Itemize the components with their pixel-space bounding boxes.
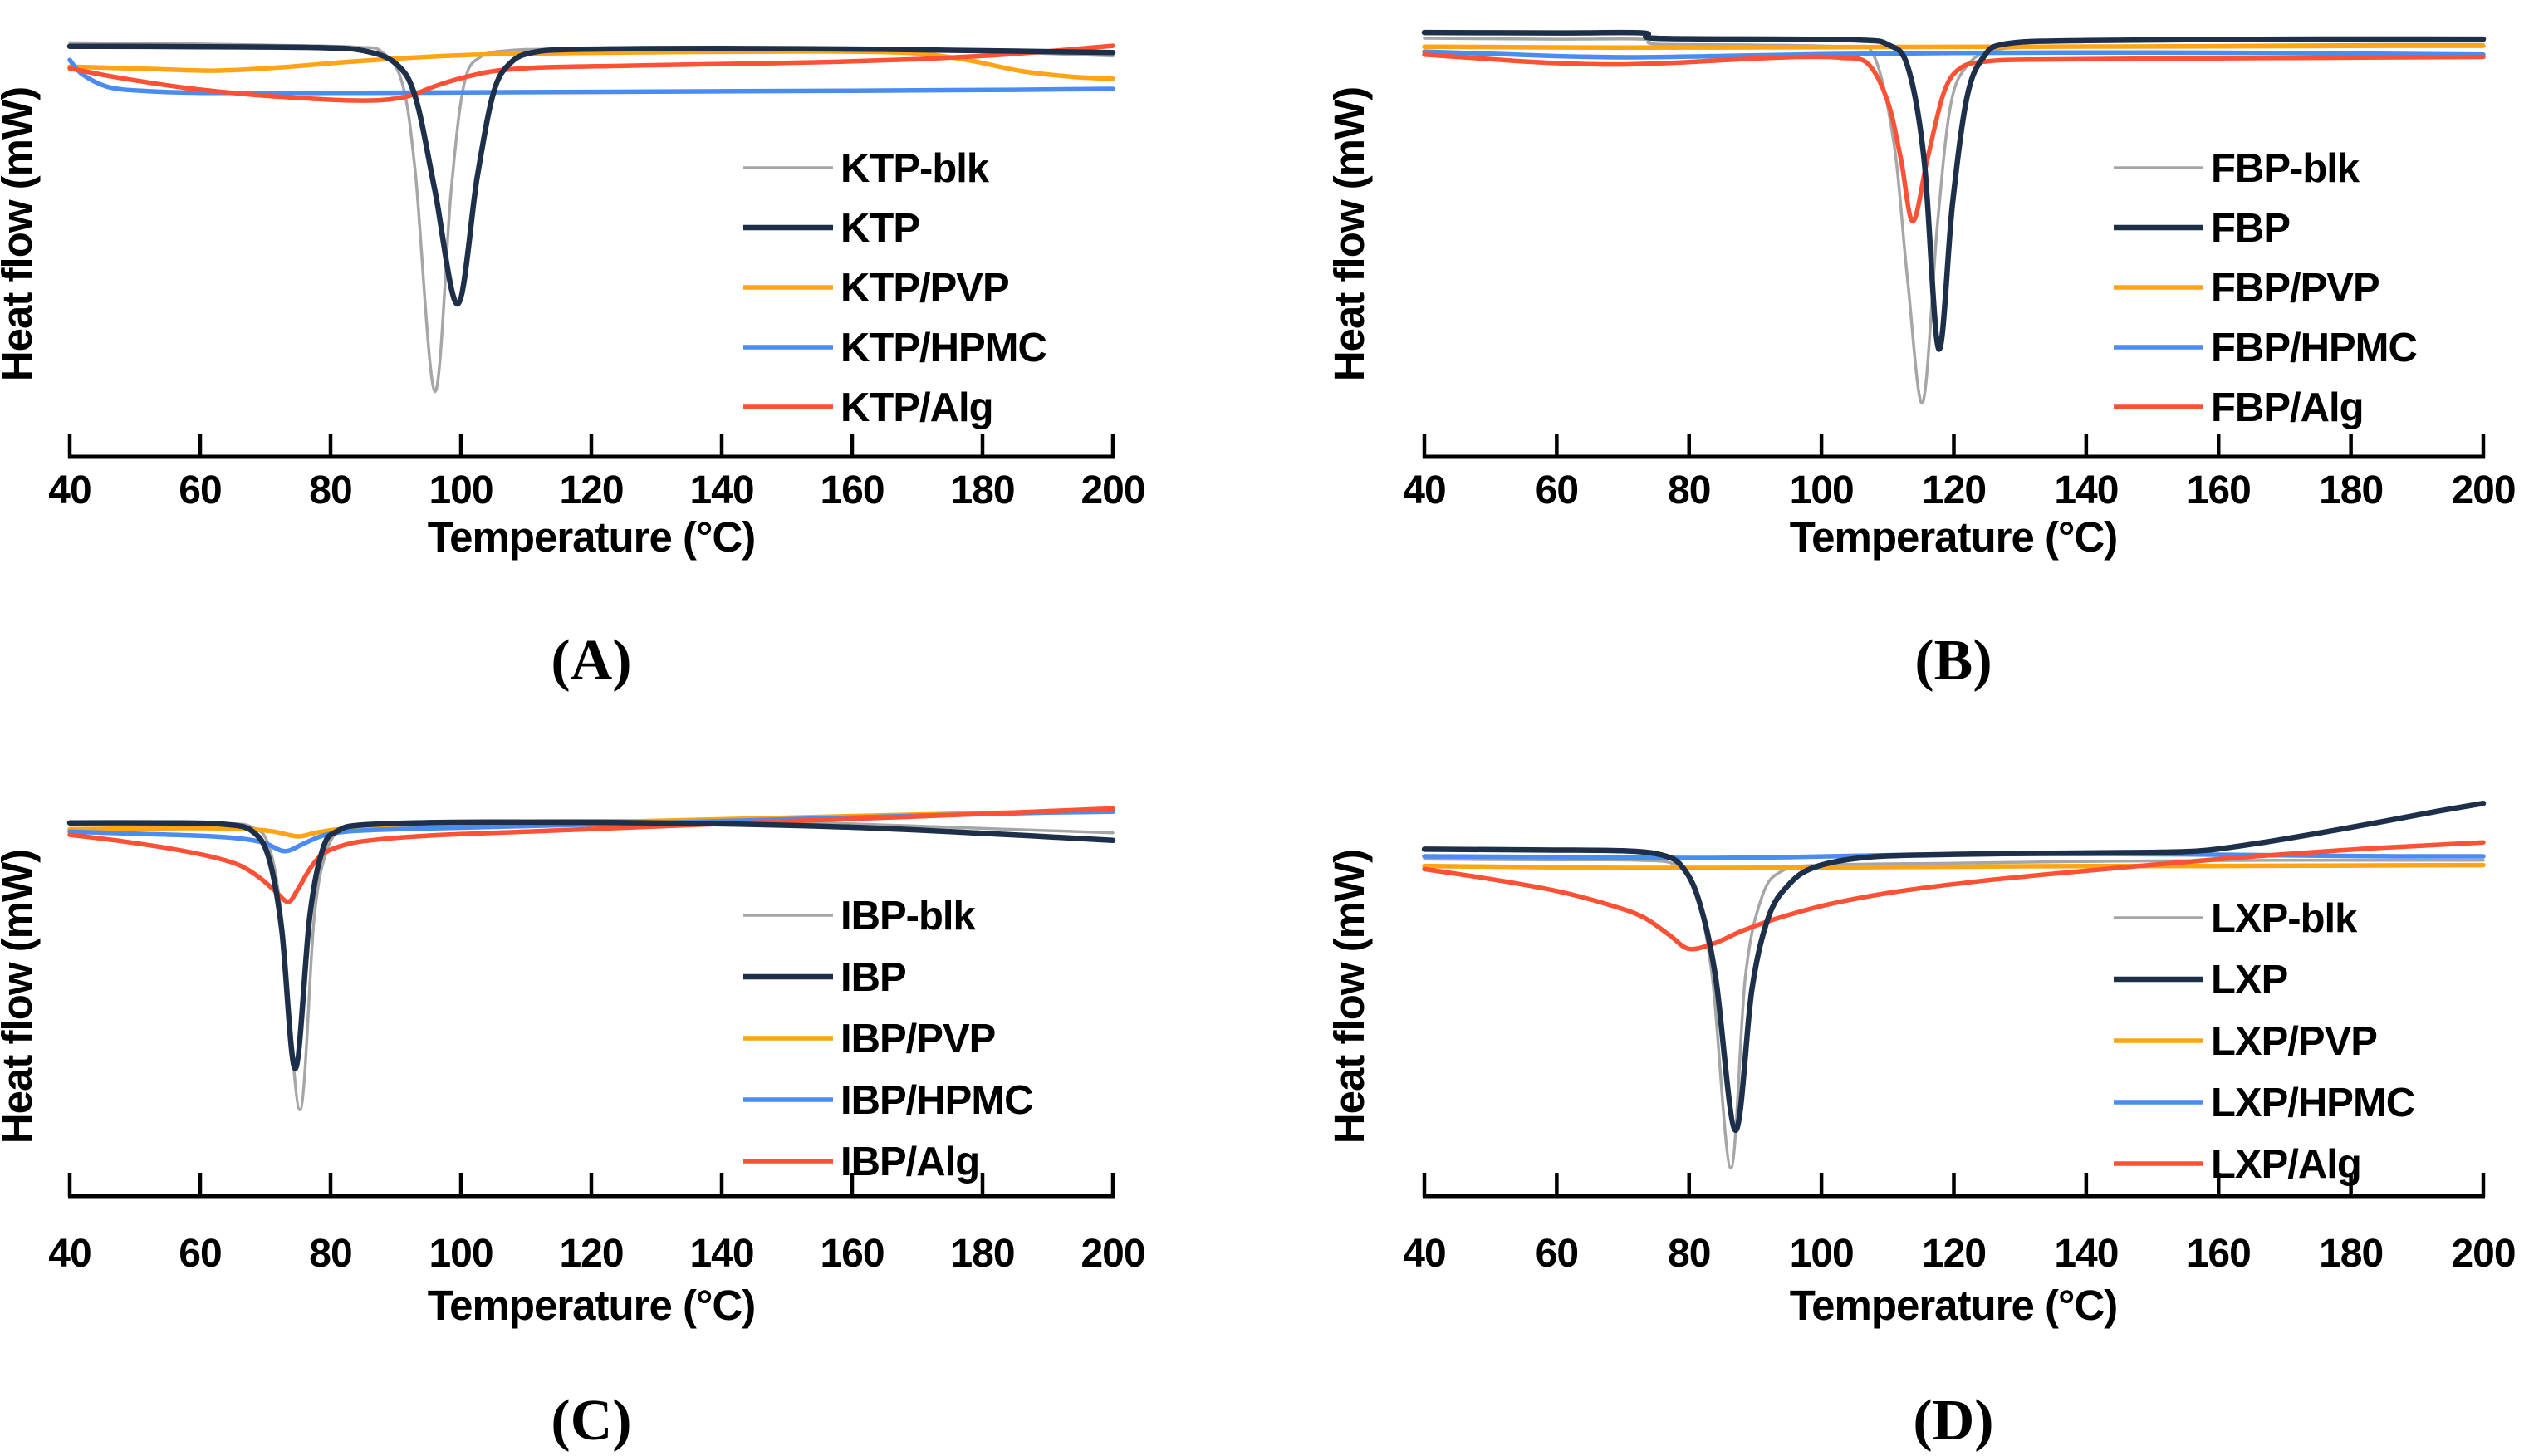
- curve-ktp-hpmc: [67, 57, 1115, 96]
- panel-caption: (C): [551, 1389, 631, 1453]
- x-tick-label-200: 200: [1081, 468, 1144, 512]
- legend-label-fbp-pvp: FBP/PVP: [2211, 266, 2379, 311]
- x-tick-label-200: 200: [2451, 1232, 2515, 1276]
- curve-fbp-pvp: [1422, 43, 2486, 51]
- x-tick-label-160: 160: [820, 468, 884, 512]
- curve-ibp-blk: [68, 819, 1115, 1112]
- y-axis-label: Heat flow (mW): [1326, 850, 1373, 1144]
- curve-ibp: [66, 819, 1116, 1071]
- x-tick-label-160: 160: [820, 1232, 884, 1276]
- curve-ktp-alg: [67, 43, 1115, 103]
- legend-label-ibp: IBP: [841, 955, 906, 1000]
- legend-label-fbp-alg: FBP/Alg: [2211, 385, 2364, 430]
- curve-lxp: [1421, 800, 2487, 1134]
- axis-group-a: 40 60 80 100 120 140 160 180 200: [48, 434, 1146, 512]
- x-axis-label: Temperature (°C): [1790, 1282, 2118, 1329]
- curve-ktp: [66, 43, 1116, 307]
- x-tick-label-140: 140: [2054, 468, 2118, 512]
- curves-group-c: [66, 806, 1116, 1112]
- y-axis-label: Heat flow (mW): [0, 87, 41, 381]
- x-tick-label-80: 80: [1668, 1232, 1710, 1276]
- legend-label-ibp-blk: IBP-blk: [841, 894, 977, 939]
- curve-lxp-pvp: [1422, 862, 2486, 870]
- legend-label-ktp-hpmc: KTP/HPMC: [841, 326, 1047, 370]
- x-tick-label-40: 40: [1403, 468, 1445, 512]
- x-axis-label: Temperature (°C): [428, 513, 756, 561]
- curve-fbp: [1421, 29, 2487, 352]
- x-tick-label-140: 140: [2054, 1232, 2118, 1276]
- x-tick-label-180: 180: [2319, 468, 2383, 512]
- x-tick-label-60: 60: [179, 1232, 221, 1276]
- x-tick-label-120: 120: [559, 468, 623, 512]
- curve-ktp-pvp: [67, 49, 1115, 81]
- dsc-panel-a: 40 60 80 100 120 140 160 180 200 KTP-blk KTP KTP/P…: [0, 41, 1146, 693]
- x-tick-label-160: 160: [2187, 1232, 2251, 1276]
- x-tick-label-60: 60: [1536, 1232, 1578, 1276]
- legend-label-fbp-hpmc: FBP/HPMC: [2211, 326, 2418, 370]
- x-tick-label-80: 80: [1668, 468, 1710, 512]
- legend-label-ktp-alg: KTP/Alg: [841, 385, 993, 430]
- x-tick-label-140: 140: [689, 468, 753, 512]
- dsc-panel-d: 40 60 80 100 120 140 160 180 200 LXP-blk LXP LXP/P…: [1326, 800, 2517, 1453]
- legend-label-fbp-blk: FBP-blk: [2211, 146, 2360, 191]
- x-tick-label-180: 180: [950, 1232, 1014, 1276]
- legend-label-lxp-blk: LXP-blk: [2211, 896, 2358, 941]
- x-tick-label-80: 80: [309, 1232, 351, 1276]
- x-tick-label-100: 100: [1790, 1232, 1854, 1276]
- legend-group-c: IBP-blk IBP IBP/PVP IBP/HPMC IBP/Alg: [743, 894, 1034, 1184]
- x-tick-label-200: 200: [1081, 1232, 1144, 1276]
- x-axis-label: Temperature (°C): [1790, 513, 2118, 561]
- x-tick-label-100: 100: [1790, 468, 1854, 512]
- axis-group-b: 40 60 80 100 120 140 160 180 200: [1403, 434, 2517, 512]
- legend-group-a: KTP-blk KTP KTP/PVP KTP/HPMC KTP/Alg: [743, 146, 1048, 430]
- legend-group-b: FBP-blk FBP FBP/PVP FBP/HPMC FBP/Alg: [2114, 146, 2419, 430]
- curve-lxp-alg: [1422, 840, 2486, 952]
- legend-label-lxp-pvp: LXP/PVP: [2211, 1019, 2377, 1064]
- x-tick-label-100: 100: [429, 468, 493, 512]
- x-tick-label-60: 60: [1536, 468, 1578, 512]
- dsc-panel-b: 40 60 80 100 120 140 160 180 200 FBP-blk FBP FBP/P…: [1326, 29, 2517, 693]
- x-tick-label-120: 120: [559, 1232, 623, 1276]
- x-tick-label-180: 180: [950, 468, 1014, 512]
- legend-label-ibp-pvp: IBP/PVP: [841, 1017, 996, 1061]
- x-tick-label-200: 200: [2451, 468, 2515, 512]
- legend-label-ktp-blk: KTP-blk: [841, 146, 990, 191]
- panel-caption: (B): [1914, 629, 1992, 693]
- dsc-panel-c: 40 60 80 100 120 140 160 180 200 IBP-blk IBP IBP/P…: [0, 806, 1146, 1453]
- x-tick-label-100: 100: [429, 1232, 493, 1276]
- x-tick-label-120: 120: [1922, 1232, 1986, 1276]
- curves-group-d: [1421, 800, 2487, 1170]
- legend-group-d: LXP-blk LXP LXP/PVP LXP/HPMC LXP/Alg: [2114, 896, 2416, 1187]
- x-tick-label-180: 180: [2319, 1232, 2383, 1276]
- curve-ibp-alg: [67, 806, 1115, 904]
- x-tick-label-120: 120: [1922, 468, 1986, 512]
- legend-label-lxp: LXP: [2211, 958, 2288, 1003]
- legend-label-fbp: FBP: [2211, 206, 2290, 251]
- x-tick-label-160: 160: [2187, 468, 2251, 512]
- legend-label-lxp-alg: LXP/Alg: [2211, 1142, 2361, 1187]
- x-tick-label-80: 80: [309, 468, 351, 512]
- axis-group-d: 40 60 80 100 120 140 160 180 200: [1403, 1173, 2517, 1276]
- legend-label-ktp: KTP: [841, 206, 919, 251]
- panel-caption: (D): [1913, 1389, 1993, 1453]
- x-tick-label-40: 40: [1403, 1232, 1445, 1276]
- curve-fbp-hpmc: [1422, 49, 2486, 60]
- legend-label-ktp-pvp: KTP/PVP: [841, 266, 1009, 311]
- y-axis-label: Heat flow (mW): [0, 850, 41, 1144]
- legend-label-ibp-hpmc: IBP/HPMC: [841, 1078, 1033, 1123]
- x-tick-label-40: 40: [48, 468, 91, 512]
- curve-fbp-alg: [1422, 52, 2486, 224]
- curves-group-b: [1421, 29, 2487, 404]
- legend-label-ibp-alg: IBP/Alg: [841, 1140, 979, 1184]
- legend-label-lxp-hpmc: LXP/HPMC: [2211, 1081, 2415, 1125]
- x-tick-label-140: 140: [689, 1232, 753, 1276]
- curves-group-a: [66, 41, 1116, 394]
- x-tick-label-40: 40: [48, 1232, 91, 1276]
- panel-caption: (A): [551, 629, 631, 693]
- x-axis-label: Temperature (°C): [428, 1282, 756, 1329]
- y-axis-label: Heat flow (mW): [1326, 87, 1373, 381]
- axis-group-c: 40 60 80 100 120 140 160 180 200: [48, 1173, 1146, 1276]
- x-tick-label-60: 60: [179, 468, 221, 512]
